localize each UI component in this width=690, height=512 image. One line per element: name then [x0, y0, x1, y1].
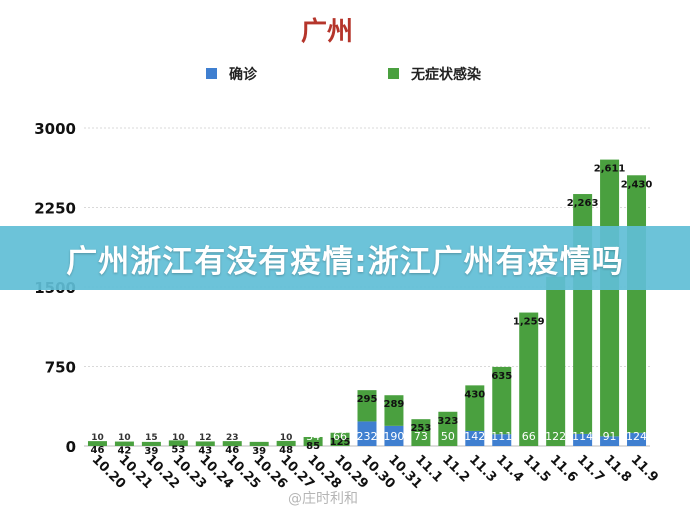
watermark: @庄时利和 [288, 491, 358, 507]
bar-confirmed [465, 430, 485, 446]
bar-asymptomatic [168, 440, 188, 446]
label-asymptomatic: 46 [225, 445, 239, 456]
x-tick-label: 11.5 [520, 452, 553, 485]
label-asymptomatic: 125 [330, 437, 351, 448]
bar-asymptomatic [330, 432, 350, 446]
bar-asymptomatic [141, 441, 161, 446]
legend-label-confirmed: 确诊 [229, 66, 258, 83]
legend-swatch-asymptomatic [388, 68, 399, 79]
label-asymptomatic: 289 [384, 399, 405, 410]
legend-label-asymptomatic: 无症状感染 [410, 66, 482, 83]
label-confirmed: 114 [572, 430, 593, 443]
x-tick-label: 11.6 [547, 452, 580, 485]
bar-asymptomatic [114, 441, 134, 446]
bar-asymptomatic [303, 436, 323, 446]
bar-confirmed [627, 432, 647, 446]
x-tick-label: 11.8 [601, 452, 634, 485]
bar-asymptomatic [546, 276, 566, 446]
bar-asymptomatic [276, 440, 296, 446]
label-asymptomatic: 43 [198, 445, 212, 456]
banner-text: 广州浙江有没有疫情:浙江广州有疫情吗 [66, 243, 624, 280]
label-asymptomatic: 430 [464, 389, 485, 400]
x-tick-label: 11.4 [493, 452, 526, 485]
bar-asymptomatic [222, 441, 242, 446]
bar-asymptomatic [627, 175, 647, 433]
title-banner: 广州浙江有没有疫情:浙江广州有疫情吗 [0, 226, 690, 290]
bar-asymptomatic [465, 385, 485, 431]
label-overlay: 15 [145, 433, 158, 443]
label-asymptomatic: 295 [357, 394, 378, 405]
label-asymptomatic: 46 [91, 445, 105, 456]
label-confirmed: 232 [357, 430, 378, 443]
label-asymptomatic: 253 [410, 423, 431, 434]
label-asymptomatic: 323 [437, 416, 458, 427]
label-confirmed: 73 [414, 430, 428, 443]
x-tick-label: 11.7 [574, 452, 607, 485]
bar-confirmed [492, 434, 512, 446]
bar-asymptomatic [492, 366, 512, 435]
label-confirmed: 34 [306, 430, 320, 443]
label-asymptomatic: 2,611 [594, 164, 626, 175]
label-confirmed: 124 [626, 430, 647, 443]
label-confirmed: 50 [441, 430, 455, 443]
label-confirmed: 66 [333, 430, 347, 443]
label-overlay: 10 [91, 433, 104, 443]
label-confirmed: 111 [491, 430, 512, 443]
label-overlay: 10 [118, 433, 131, 443]
y-tick-label: 3000 [34, 120, 76, 138]
label-asymptomatic: 1,259 [513, 317, 545, 328]
legend-swatch-confirmed [206, 68, 217, 79]
label-asymptomatic: 48 [279, 445, 293, 456]
bar-asymptomatic [438, 411, 458, 446]
label-asymptomatic: 39 [252, 446, 266, 457]
label-asymptomatic: 635 [491, 371, 512, 382]
bar-confirmed [384, 425, 404, 446]
label-overlay: 10 [280, 433, 293, 443]
bar-confirmed [357, 421, 377, 446]
chart-title: 广州 [301, 17, 353, 47]
bar-asymptomatic [195, 441, 215, 446]
label-confirmed: 66 [522, 430, 536, 443]
chart-legend: 确诊 无症状感染 [206, 66, 482, 83]
y-tick-label: 2250 [34, 200, 76, 218]
bar-asymptomatic [384, 395, 404, 426]
bar-asymptomatic [600, 159, 620, 437]
label-asymptomatic: 53 [171, 444, 185, 455]
label-confirmed: 91 [603, 430, 617, 443]
label-asymptomatic: 2,263 [567, 198, 599, 209]
bar-confirmed [573, 433, 593, 446]
x-tick-label: 11.3 [466, 452, 499, 485]
bar-asymptomatic [411, 419, 431, 446]
y-tick-label: 0 [66, 438, 76, 456]
label-asymptomatic: 85 [306, 441, 320, 452]
label-asymptomatic: 2,430 [621, 179, 653, 190]
bar-asymptomatic [249, 441, 269, 446]
label-confirmed: 122 [545, 430, 566, 443]
bar-confirmed [600, 436, 620, 446]
bar-asymptomatic [87, 441, 107, 446]
label-confirmed: 190 [383, 430, 404, 443]
bar-asymptomatic [519, 312, 539, 446]
x-tick-label: 11.2 [439, 452, 472, 485]
label-overlay: 23 [226, 433, 239, 443]
label-overlay: 10 [172, 433, 185, 443]
x-tick-label: 11.9 [628, 452, 661, 485]
label-asymptomatic: 39 [144, 446, 158, 457]
bar-asymptomatic [357, 390, 377, 422]
label-overlay: 12 [199, 433, 212, 443]
label-asymptomatic: 42 [117, 446, 131, 457]
x-axis: 10.2010.2110.2210.2310.2410.2510.2610.27… [89, 452, 661, 492]
y-tick-label: 750 [45, 359, 76, 377]
label-confirmed: 142 [464, 430, 485, 443]
